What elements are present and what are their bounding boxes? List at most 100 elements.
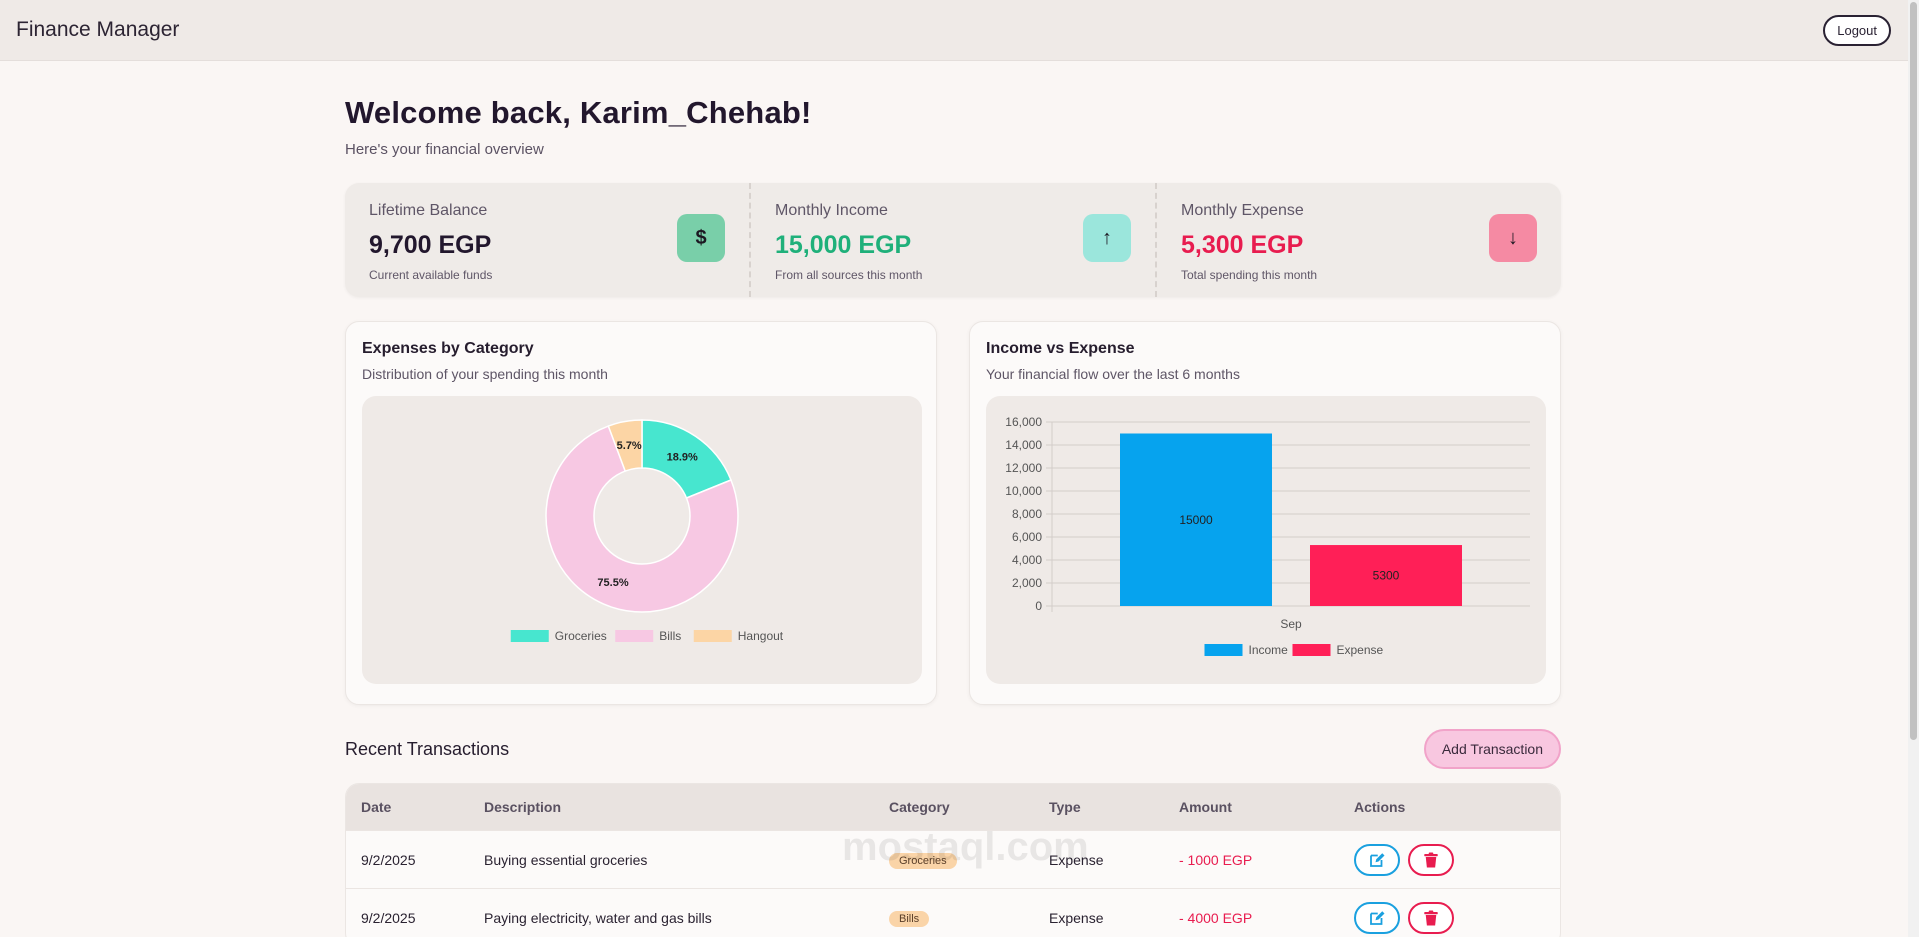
y-tick-label: 14,000	[1005, 438, 1042, 452]
pie-data-label: 18.9%	[667, 451, 698, 463]
y-tick-label: 12,000	[1005, 461, 1042, 475]
pie-data-label: 5.7%	[617, 440, 642, 452]
stat-value: 15,000 EGP	[775, 231, 912, 259]
edit-button[interactable]	[1354, 843, 1400, 876]
row-actions	[1354, 901, 1454, 934]
cell-amount: - 4000 EGP	[1179, 909, 1253, 926]
pie-data-label: 75.5%	[597, 577, 628, 589]
welcome-title: Welcome back, Karim_Chehab!	[345, 95, 812, 130]
y-tick-label: 2,000	[1012, 576, 1042, 590]
y-tick-label: 10,000	[1005, 484, 1042, 498]
stat-value: 5,300 EGP	[1181, 231, 1304, 259]
y-tick-label: 16,000	[1005, 415, 1042, 429]
stat-note: Total spending this month	[1181, 268, 1318, 282]
trash-icon	[1424, 910, 1438, 925]
y-tick-label: 6,000	[1012, 530, 1042, 544]
trash-icon	[1424, 852, 1438, 867]
pie-chart[interactable]: 18.9% 75.5% 5.7% Groceries Bills Hangout	[362, 396, 922, 684]
table-header-row: Date Description Category Type Amount Ac…	[346, 784, 1560, 830]
cell-type: Expense	[1049, 909, 1104, 926]
card-subtitle: Distribution of your spending this month	[362, 366, 608, 382]
column-header-category[interactable]: Category	[889, 799, 950, 815]
dollar-icon: $	[677, 214, 725, 262]
edit-icon	[1370, 852, 1385, 867]
legend-label: Income	[1249, 643, 1289, 657]
legend-item-groceries[interactable]: Groceries	[510, 629, 607, 643]
transactions-title: Recent Transactions	[345, 738, 510, 759]
page-scrollbar[interactable]	[1908, 0, 1919, 937]
stat-label: Lifetime Balance	[369, 202, 488, 219]
y-tick-label: 8,000	[1012, 507, 1042, 521]
transactions-table: Date Description Category Type Amount Ac…	[345, 783, 1561, 937]
column-header-description[interactable]: Description	[484, 799, 562, 815]
add-transaction-button[interactable]: Add Transaction	[1423, 729, 1561, 769]
stat-monthly-income: Monthly Income 15,000 EGP From all sourc…	[751, 183, 1157, 297]
row-actions	[1354, 843, 1454, 876]
bar-chart[interactable]: 0 2,000 4,000 6,000 8,000 10,000 12,000 14,000 1…	[986, 396, 1546, 684]
arrow-down-icon: ↓	[1489, 214, 1537, 262]
delete-button[interactable]	[1408, 843, 1454, 876]
scrollbar-thumb[interactable]	[1910, 2, 1917, 740]
column-header-actions: Actions	[1354, 799, 1406, 815]
legend-item-expense[interactable]: Expense	[1292, 643, 1384, 657]
y-tick-label: 4,000	[1012, 553, 1042, 567]
stat-monthly-expense: Monthly Expense 5,300 EGP Total spending…	[1157, 183, 1561, 297]
edit-icon	[1370, 910, 1385, 925]
bar-income[interactable]	[1120, 433, 1272, 607]
charts-row: Expenses by Category Distribution of you…	[345, 321, 1561, 705]
pie-chart-container: 18.9% 75.5% 5.7% Groceries Bills Hangout	[362, 396, 922, 684]
category-badge: Groceries	[889, 852, 957, 869]
transactions-header: Recent Transactions Add Transaction	[345, 729, 1561, 769]
card-title: Expenses by Category	[362, 340, 534, 357]
bar-data-label: 5300	[1373, 569, 1400, 583]
stats-panel: Lifetime Balance 9,700 EGP Current avail…	[345, 183, 1561, 297]
x-tick-label: Sep	[1280, 617, 1302, 631]
legend-swatch	[615, 630, 654, 642]
main-content: Welcome back, Karim_Chehab! Here's your …	[345, 61, 1561, 937]
legend-item-hangout[interactable]: Hangout	[693, 629, 784, 643]
bar-data-label: 15000	[1179, 513, 1213, 527]
column-header-date[interactable]: Date	[361, 799, 392, 815]
stat-label: Monthly Income	[775, 202, 888, 219]
legend-swatch	[693, 630, 732, 642]
welcome-subtitle: Here's your financial overview	[345, 141, 544, 158]
stat-note: From all sources this month	[775, 268, 923, 282]
column-header-type[interactable]: Type	[1049, 799, 1081, 815]
legend-swatch	[510, 630, 549, 642]
stat-value: 9,700 EGP	[369, 231, 492, 259]
legend-label: Hangout	[738, 629, 784, 643]
cell-description: Buying essential groceries	[484, 851, 648, 868]
category-badge: Bills	[889, 910, 930, 927]
arrow-up-icon: ↑	[1083, 214, 1131, 262]
stat-lifetime-balance: Lifetime Balance 9,700 EGP Current avail…	[345, 183, 751, 297]
delete-button[interactable]	[1408, 901, 1454, 934]
bar-expense[interactable]	[1310, 545, 1462, 606]
table-row[interactable]: 9/2/2025 Paying electricity, water and g…	[346, 888, 1560, 937]
legend-label: Expense	[1337, 643, 1384, 657]
pie-slice-bills[interactable]	[545, 425, 739, 613]
column-header-amount[interactable]: Amount	[1179, 799, 1232, 815]
legend-label: Groceries	[555, 629, 607, 643]
edit-button[interactable]	[1354, 901, 1400, 934]
stat-note: Current available funds	[369, 268, 493, 282]
card-subtitle: Your financial flow over the last 6 mont…	[986, 366, 1240, 382]
top-navbar: Finance Manager Logout	[0, 0, 1908, 61]
cell-date: 9/2/2025	[361, 851, 416, 868]
pie-slice-hangout[interactable]	[607, 419, 643, 473]
table-row[interactable]: 9/2/2025 Buying essential groceries Groc…	[346, 830, 1560, 888]
logout-button[interactable]: Logout	[1823, 14, 1891, 46]
app-brand[interactable]: Finance Manager	[16, 18, 180, 41]
legend-label: Bills	[659, 629, 681, 643]
cell-amount: - 1000 EGP	[1179, 851, 1253, 868]
legend-swatch	[1204, 644, 1243, 656]
income-vs-expense-card: Income vs Expense Your financial flow ov…	[969, 321, 1561, 705]
y-tick-label: 0	[1035, 599, 1042, 613]
legend-swatch	[1292, 644, 1331, 656]
expenses-by-category-card: Expenses by Category Distribution of you…	[345, 321, 937, 705]
legend-item-income[interactable]: Income	[1204, 643, 1289, 657]
legend-item-bills[interactable]: Bills	[615, 629, 681, 643]
bar-chart-container: 0 2,000 4,000 6,000 8,000 10,000 12,000 14,000 1…	[986, 396, 1546, 684]
stat-label: Monthly Expense	[1181, 202, 1304, 219]
cell-description: Paying electricity, water and gas bills	[484, 909, 712, 926]
card-title: Income vs Expense	[986, 340, 1135, 357]
